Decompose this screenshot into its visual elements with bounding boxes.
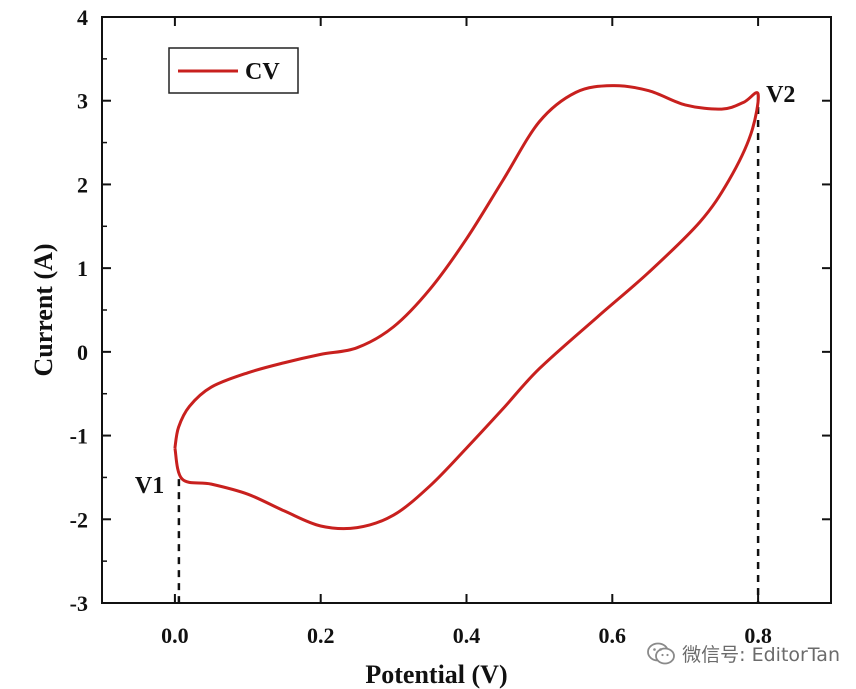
y-tick-label: -2 — [70, 507, 88, 532]
x-tick-label: 0.4 — [453, 623, 481, 648]
wechat-icon — [647, 642, 676, 664]
plot-frame — [101, 16, 832, 604]
legend-label-cv: CV — [245, 59, 280, 85]
y-axis-title: Current (A) — [29, 243, 58, 376]
plot-area: V1 V2 — [135, 82, 795, 603]
x-tick-label: 0.6 — [599, 623, 627, 648]
x-tick-label: 0.2 — [307, 623, 335, 648]
annotation-v1: V1 — [135, 473, 164, 499]
y-tick-label: 0 — [77, 340, 88, 365]
axes: 0.0 0.2 0.4 0.6 0.8 -3 -2 -1 0 1 2 3 4 Potential (V) C… — [29, 5, 832, 689]
watermark-text: 微信号: EditorTan — [682, 644, 840, 666]
y-tick-label: -1 — [70, 424, 88, 449]
y-tick-label: 4 — [77, 5, 88, 30]
x-tick-label: 0.0 — [161, 623, 189, 648]
series-line-cv — [173, 84, 760, 531]
watermark: 微信号: EditorTan — [646, 640, 840, 667]
y-tick-label: 2 — [77, 172, 88, 197]
x-tick-label: 0.8 — [744, 623, 772, 648]
legend: CV — [168, 47, 299, 94]
annotation-v2: V2 — [766, 82, 795, 108]
y-tick-label: 1 — [77, 256, 88, 281]
y-tick-label: 3 — [77, 89, 88, 114]
y-tick-label: -3 — [70, 591, 88, 616]
x-axis-title: Potential (V) — [365, 660, 507, 689]
